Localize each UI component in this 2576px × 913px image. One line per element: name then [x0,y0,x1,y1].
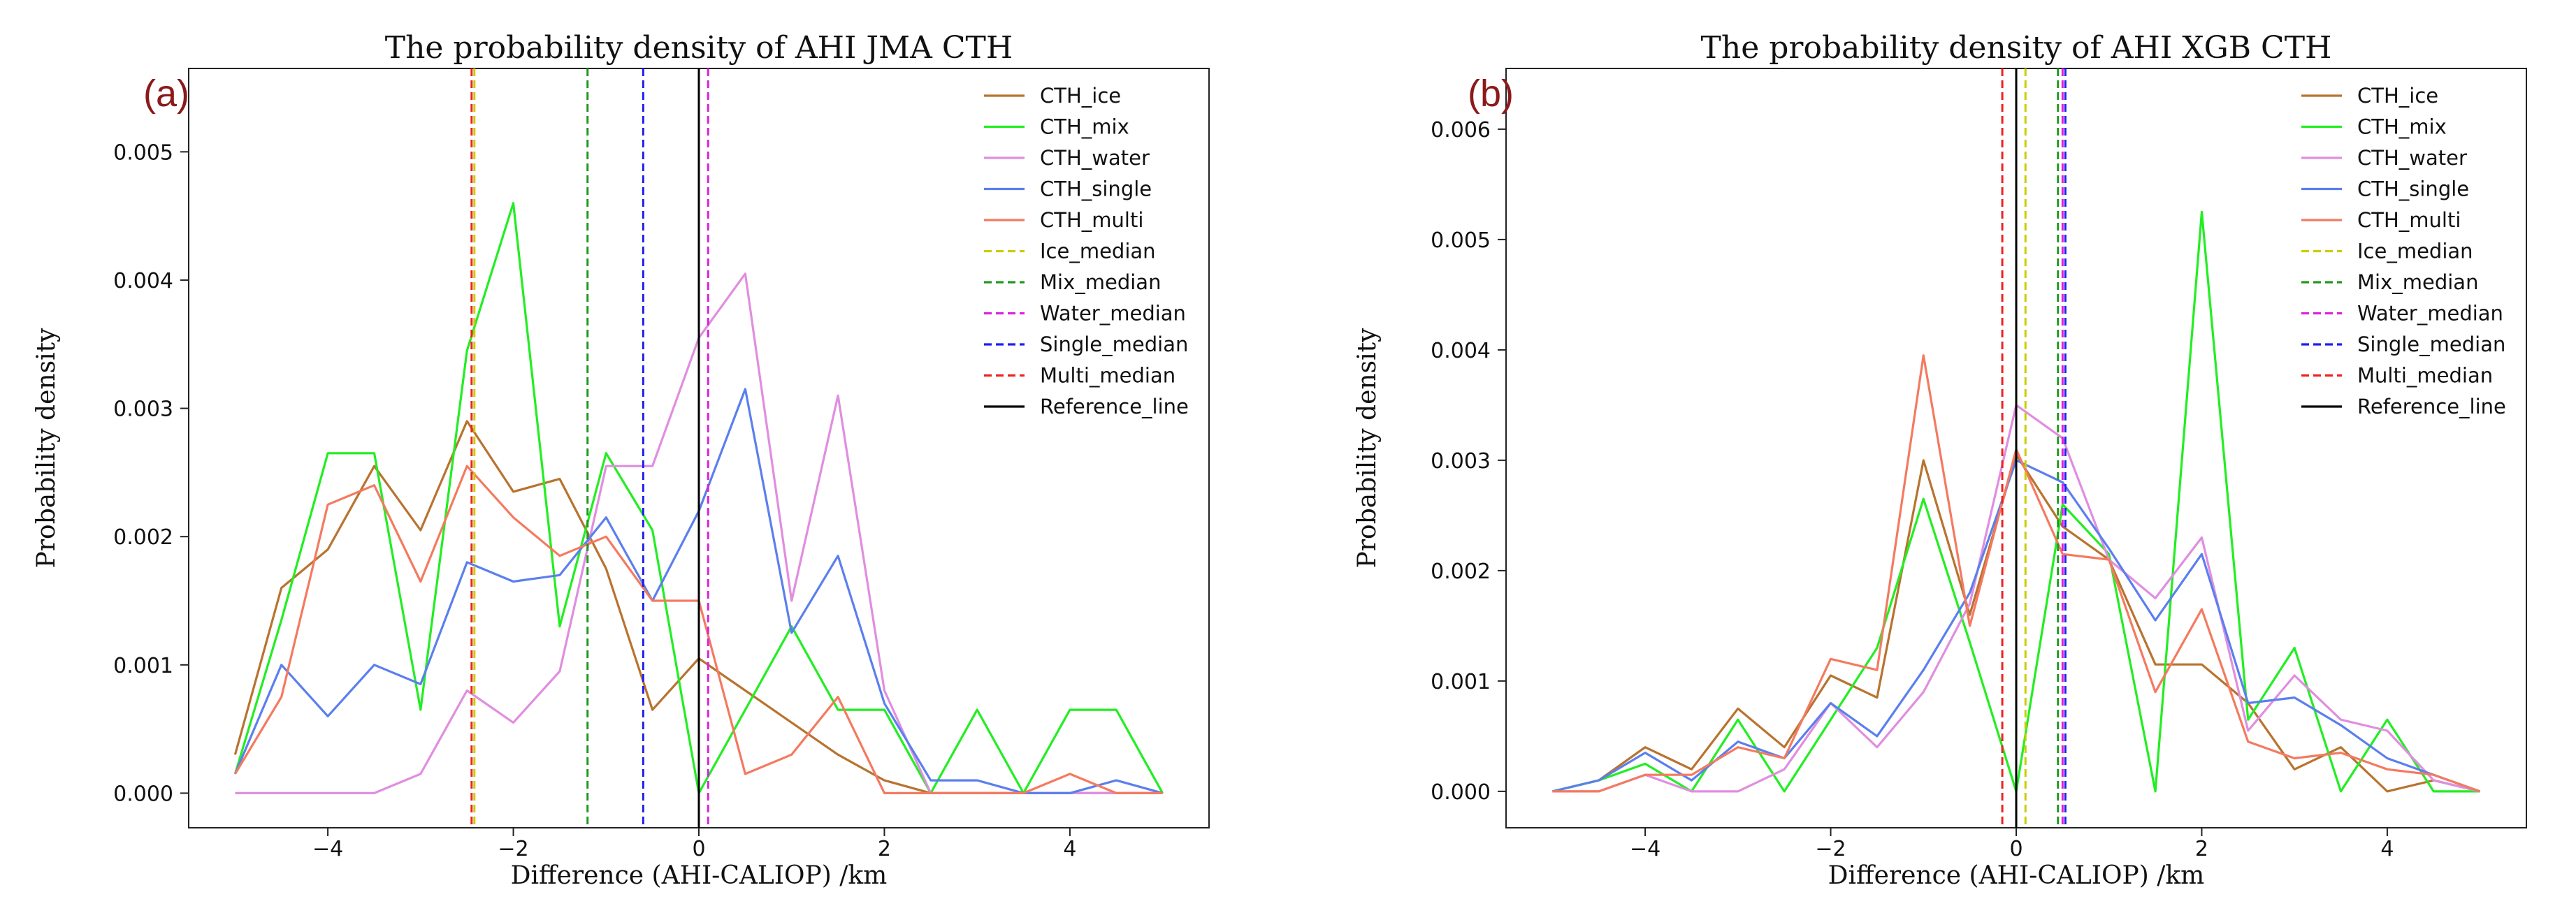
panel-label: (a) [143,73,189,115]
x-tick-label: 2 [2195,837,2208,861]
chart-panel-b: The probability density of AHI XGB CTH (b… [1353,30,2527,890]
legend-label: Reference_line [1040,395,1189,418]
y-axis-label: Probability density [32,328,61,568]
y-tick-label: 0.000 [1431,780,1491,805]
y-tick-label: 0.005 [113,140,173,165]
y-tick-label: 0.005 [1431,228,1491,253]
legend-label: Multi_median [1040,364,1175,388]
legend-label: CTH_multi [2357,208,2461,232]
chart-title: The probability density of AHI JMA CTH [385,30,1013,66]
legend-label: CTH_ice [2357,84,2438,108]
legend-label: CTH_water [2357,146,2467,170]
y-tick-label: 0.002 [113,525,173,550]
y-tick-label: 0.003 [113,397,173,422]
x-tick-label: 4 [2380,837,2394,861]
legend-label: Single_median [2357,333,2505,356]
legend-label: CTH_mix [1040,115,1129,139]
y-tick-label: 0.001 [1431,670,1491,694]
y-tick-label: 0.001 [113,654,173,678]
chart-panel-a: The probability density of AHI JMA CTH (a… [32,30,1210,890]
legend-label: Ice_median [2357,240,2473,263]
x-tick-label: 0 [692,837,705,861]
x-tick-label: 4 [1063,837,1076,861]
y-tick-label: 0.003 [1431,449,1491,474]
legend-label: Mix_median [1040,270,1161,294]
legend-label: Mix_median [2357,270,2478,294]
legend-label: CTH_single [1040,177,1152,201]
y-tick-label: 0.002 [1431,560,1491,584]
x-axis-label: Difference (AHI-CALIOP) /km [1828,861,2205,890]
legend: CTH_ice CTH_mix CTH_water CTH_single CTH_mul… [984,84,1189,418]
x-axis-label: Difference (AHI-CALIOP) /km [511,861,888,890]
x-tick-label: −2 [1815,837,1846,861]
x-tick-label: 2 [878,837,891,861]
legend-label: Multi_median [2357,364,2493,388]
legend-label: CTH_water [1040,146,1150,170]
x-tick-label: 0 [2009,837,2023,861]
legend-label: Single_median [1040,333,1188,356]
legend-label: CTH_multi [1040,208,1143,232]
panel-label: (b) [1468,73,1514,115]
legend-label: Water_median [2357,302,2503,326]
legend-label: CTH_ice [1040,84,1121,108]
legend: CTH_ice CTH_mix CTH_water CTH_single CTH_mul… [2301,84,2506,418]
y-tick-label: 0.004 [1431,339,1491,363]
legend-label: Water_median [1040,302,1186,326]
x-tick-label: −2 [498,837,528,861]
y-tick-label: 0.004 [113,269,173,293]
x-tick-label: −4 [312,837,343,861]
legend-label: Ice_median [1040,240,1156,263]
legend-label: Reference_line [2357,395,2506,418]
y-tick-label: 0.006 [1431,118,1491,143]
y-axis-label: Probability density [1353,328,1382,568]
legend-label: CTH_single [2357,177,2469,201]
chart-title: The probability density of AHI XGB CTH [1701,30,2332,66]
y-tick-label: 0.000 [113,782,173,806]
x-tick-label: −4 [1630,837,1660,861]
legend-label: CTH_mix [2357,115,2447,139]
